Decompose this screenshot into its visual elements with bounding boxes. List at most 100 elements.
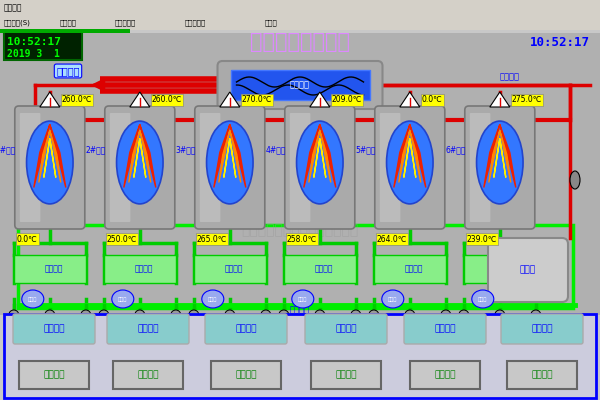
Text: 油护正常: 油护正常 — [137, 324, 159, 334]
Text: 264.0℃: 264.0℃ — [377, 234, 407, 244]
Text: 265.0℃: 265.0℃ — [197, 234, 227, 244]
Text: 监控画面: 监控画面 — [60, 20, 77, 26]
Ellipse shape — [206, 121, 253, 204]
Text: 2#锅炉: 2#锅炉 — [85, 146, 106, 155]
Text: 油护正常: 油护正常 — [43, 324, 65, 334]
Text: 供进管道: 供进管道 — [290, 306, 310, 314]
Ellipse shape — [112, 290, 134, 308]
Text: 报警复位: 报警复位 — [235, 370, 257, 380]
Text: 油护正常: 油护正常 — [531, 324, 553, 334]
FancyBboxPatch shape — [105, 106, 175, 229]
Ellipse shape — [116, 121, 163, 204]
Text: 循环泵: 循环泵 — [298, 296, 307, 302]
Text: 油护正常: 油护正常 — [434, 324, 456, 334]
FancyBboxPatch shape — [107, 314, 189, 344]
Text: 275.0℃: 275.0℃ — [512, 96, 542, 104]
Text: 2019 3  1: 2019 3 1 — [7, 49, 60, 59]
FancyBboxPatch shape — [311, 361, 381, 389]
Ellipse shape — [99, 310, 109, 320]
Polygon shape — [309, 130, 331, 182]
Text: 260.0℃: 260.0℃ — [152, 96, 182, 104]
Text: 报警复位: 报警复位 — [531, 370, 553, 380]
Polygon shape — [219, 130, 241, 182]
Bar — [0, 33, 600, 315]
Polygon shape — [494, 138, 506, 178]
Bar — [284, 255, 356, 283]
Polygon shape — [130, 92, 150, 107]
Ellipse shape — [135, 310, 145, 320]
Ellipse shape — [570, 171, 580, 189]
FancyBboxPatch shape — [470, 113, 490, 222]
Text: 循环泵: 循环泵 — [28, 296, 37, 302]
Polygon shape — [40, 92, 60, 107]
Text: 油护正常: 油护正常 — [44, 264, 63, 274]
Polygon shape — [34, 124, 66, 188]
Bar — [374, 255, 446, 283]
Polygon shape — [224, 138, 236, 178]
Bar — [104, 255, 176, 283]
Polygon shape — [304, 124, 336, 188]
FancyBboxPatch shape — [230, 70, 370, 100]
FancyBboxPatch shape — [15, 106, 85, 229]
Ellipse shape — [472, 290, 494, 308]
FancyBboxPatch shape — [19, 361, 89, 389]
Polygon shape — [44, 138, 56, 178]
FancyBboxPatch shape — [113, 361, 183, 389]
Text: 0.0℃: 0.0℃ — [422, 96, 443, 104]
Text: 油护正常: 油护正常 — [314, 264, 333, 274]
Ellipse shape — [382, 290, 404, 308]
Ellipse shape — [225, 310, 235, 320]
FancyBboxPatch shape — [375, 106, 445, 229]
Ellipse shape — [441, 310, 451, 320]
Ellipse shape — [22, 290, 44, 308]
Ellipse shape — [261, 310, 271, 320]
Polygon shape — [399, 130, 421, 182]
Polygon shape — [400, 92, 420, 107]
Text: 油护正常: 油护正常 — [134, 264, 153, 274]
FancyBboxPatch shape — [285, 106, 355, 229]
Ellipse shape — [292, 290, 314, 308]
FancyBboxPatch shape — [507, 361, 577, 389]
Text: 常州市凯博自动化科技有限公司: 常州市凯博自动化科技有限公司 — [241, 223, 359, 237]
Text: 报警复位: 报警复位 — [434, 370, 456, 380]
Bar — [4, 314, 596, 398]
FancyBboxPatch shape — [211, 361, 281, 389]
Polygon shape — [129, 130, 151, 182]
Ellipse shape — [351, 310, 361, 320]
Text: 10:52:17: 10:52:17 — [7, 37, 61, 47]
Polygon shape — [124, 124, 156, 188]
Text: 209.0℃: 209.0℃ — [332, 96, 362, 104]
Bar — [0, 29, 130, 33]
Text: 260.0℃: 260.0℃ — [62, 96, 92, 104]
Text: 油护正常: 油护正常 — [224, 264, 243, 274]
Ellipse shape — [45, 310, 55, 320]
Text: 月温度曲线: 月温度曲线 — [185, 20, 206, 26]
Text: 6#锅炉: 6#锅炉 — [445, 146, 466, 155]
Text: 燃气锅炉热力系统: 燃气锅炉热力系统 — [250, 32, 350, 52]
Text: 0.0℃: 0.0℃ — [17, 234, 38, 244]
Text: 5#锅炉: 5#锅炉 — [355, 146, 376, 155]
Polygon shape — [314, 138, 326, 178]
Text: 油护正常: 油护正常 — [494, 264, 513, 274]
Text: 组态工程: 组态工程 — [4, 4, 23, 12]
Text: 循环泵: 循环泵 — [388, 296, 397, 302]
FancyBboxPatch shape — [488, 238, 568, 302]
Ellipse shape — [405, 310, 415, 320]
Text: 4#锅炉: 4#锅炉 — [265, 146, 286, 155]
Text: 油护正常: 油护正常 — [235, 324, 257, 334]
Ellipse shape — [171, 310, 181, 320]
Ellipse shape — [531, 310, 541, 320]
Ellipse shape — [9, 310, 19, 320]
Ellipse shape — [369, 310, 379, 320]
Polygon shape — [134, 138, 146, 178]
Ellipse shape — [202, 290, 224, 308]
Text: 循环泵: 循环泵 — [118, 296, 127, 302]
Text: 250.0℃: 250.0℃ — [107, 234, 137, 244]
FancyBboxPatch shape — [20, 113, 40, 222]
FancyBboxPatch shape — [110, 113, 130, 222]
FancyBboxPatch shape — [305, 314, 387, 344]
Ellipse shape — [26, 121, 73, 204]
Bar — [0, 0, 600, 15]
Polygon shape — [39, 130, 61, 182]
Polygon shape — [484, 124, 516, 188]
